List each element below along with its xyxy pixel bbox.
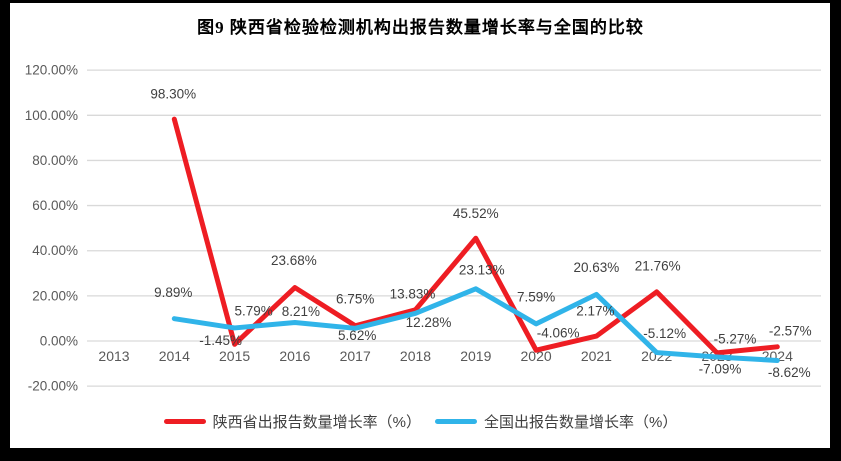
frame-border-bottom	[0, 448, 841, 461]
legend-swatch-national-line	[435, 419, 477, 424]
x-tick-label: 2015	[219, 348, 250, 364]
x-tick-label: 2014	[159, 348, 190, 364]
data-label-national: 12.28%	[406, 315, 452, 330]
legend-swatch-shaanxi-line	[163, 419, 206, 424]
y-tick-label: 60.00%	[32, 198, 78, 213]
y-tick-label: 120.00%	[25, 63, 78, 78]
frame-border-right	[830, 0, 841, 461]
data-label-national: -5.12%	[643, 326, 686, 341]
data-label-shaanxi: -5.27%	[714, 331, 757, 346]
x-tick-label: 2020	[521, 348, 552, 364]
y-tick-label: 100.00%	[25, 108, 78, 123]
data-label-national: 7.59%	[517, 289, 555, 304]
frame-border-left	[0, 0, 10, 461]
data-label-national: 8.21%	[282, 304, 320, 319]
y-tick-label: 80.00%	[32, 153, 78, 168]
data-label-national: -7.09%	[699, 362, 742, 377]
data-label-shaanxi: 98.30%	[150, 87, 196, 102]
x-tick-label: 2017	[340, 348, 371, 364]
series-line-shaanxi	[171, 116, 780, 356]
data-label-national: 9.89%	[154, 285, 192, 300]
chart-title: 图9 陕西省检验检测机构出报告数量增长率与全国的比较	[197, 18, 644, 37]
x-tick-label: 2021	[581, 348, 612, 364]
data-label-shaanxi: 23.68%	[271, 253, 317, 268]
y-tick-label: 0.00%	[40, 334, 78, 349]
y-tick-label: 20.00%	[32, 288, 78, 303]
legend-item-national: 全国出报告数量增长率（%）	[435, 411, 677, 432]
data-label-shaanxi: 2.17%	[576, 304, 614, 319]
data-label-national: -8.62%	[768, 365, 811, 380]
data-label-shaanxi: -1.45%	[199, 333, 242, 348]
data-label-shaanxi: -2.57%	[769, 323, 812, 338]
data-label-national: 20.63%	[574, 260, 620, 275]
x-tick-label: 2018	[400, 348, 431, 364]
legend-item-shaanxi: 陕西省出报告数量增长率（%）	[163, 411, 421, 432]
legend-label-shaanxi: 陕西省出报告数量增长率（%）	[212, 414, 421, 431]
x-tick-label: 2013	[98, 348, 129, 364]
data-label-shaanxi: 45.52%	[453, 206, 499, 221]
data-label-national: 5.62%	[338, 328, 376, 343]
data-label-national: 5.79%	[234, 303, 272, 318]
y-tick-label: -20.00%	[28, 379, 78, 394]
data-label-shaanxi: 13.83%	[390, 286, 436, 301]
data-label-shaanxi: 6.75%	[336, 291, 374, 306]
x-tick-label: 2019	[460, 348, 491, 364]
data-label-national: 23.13%	[459, 262, 505, 277]
legend-label-national: 全国出报告数量增长率（%）	[484, 414, 678, 431]
y-tick-label: 40.00%	[32, 243, 78, 258]
series-line-national	[171, 286, 780, 363]
chart-legend: 陕西省出报告数量增长率（%） 全国出报告数量增长率（%）	[0, 411, 841, 432]
x-tick-label: 2016	[279, 348, 310, 364]
data-label-shaanxi: -4.06%	[537, 326, 580, 341]
frame-border-top	[0, 0, 841, 3]
data-label-shaanxi: 21.76%	[635, 258, 681, 273]
